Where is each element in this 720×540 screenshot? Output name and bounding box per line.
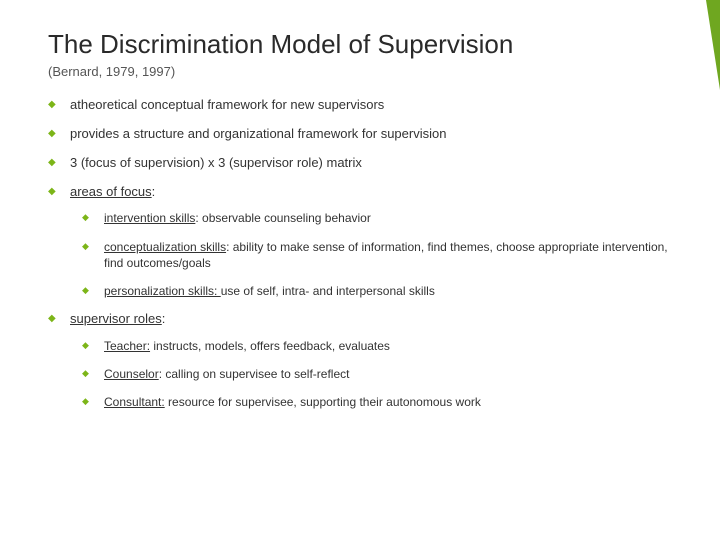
bullet-text: 3 (focus of supervision) x 3 (supervisor… — [70, 155, 362, 170]
sub-list: intervention skills: observable counseli… — [70, 210, 672, 299]
list-item: Teacher: instructs, models, offers feedb… — [82, 338, 672, 354]
corner-decoration — [706, 0, 720, 90]
list-item: supervisor roles: Teacher: instructs, mo… — [48, 311, 672, 410]
sub-text: use of self, intra- and interpersonal sk… — [221, 284, 435, 298]
sub-text: resource for supervisee, supporting thei… — [165, 395, 481, 409]
slide-content: The Discrimination Model of Supervision … — [0, 0, 720, 443]
sub-label: conceptualization skills — [104, 240, 226, 254]
slide-subtitle: (Bernard, 1979, 1997) — [48, 64, 672, 79]
sub-text: instructs, models, offers feedback, eval… — [150, 339, 390, 353]
bullet-label: supervisor roles — [70, 311, 162, 326]
list-item: provides a structure and organizational … — [48, 126, 672, 143]
list-item: Counselor: calling on supervisee to self… — [82, 366, 672, 382]
bullet-text: provides a structure and organizational … — [70, 126, 446, 141]
list-item: atheoretical conceptual framework for ne… — [48, 97, 672, 114]
sub-text: : observable counseling behavior — [195, 211, 370, 225]
bullet-list: atheoretical conceptual framework for ne… — [48, 97, 672, 411]
sub-label: Counselor — [104, 367, 159, 381]
list-item: conceptualization skills: ability to mak… — [82, 239, 672, 271]
sub-text: : calling on supervisee to self-reflect — [159, 367, 350, 381]
list-item: 3 (focus of supervision) x 3 (supervisor… — [48, 155, 672, 172]
list-item: areas of focus: intervention skills: obs… — [48, 184, 672, 300]
sub-label: intervention skills — [104, 211, 195, 225]
slide-title: The Discrimination Model of Supervision — [48, 30, 672, 60]
bullet-text: atheoretical conceptual framework for ne… — [70, 97, 384, 112]
list-item: Consultant: resource for supervisee, sup… — [82, 394, 672, 410]
sub-list: Teacher: instructs, models, offers feedb… — [70, 338, 672, 411]
sub-label: Consultant: — [104, 395, 165, 409]
list-item: personalization skills: use of self, int… — [82, 283, 672, 299]
bullet-label: areas of focus — [70, 184, 152, 199]
sub-label: personalization skills: — [104, 284, 221, 298]
list-item: intervention skills: observable counseli… — [82, 210, 672, 226]
sub-label: Teacher: — [104, 339, 150, 353]
